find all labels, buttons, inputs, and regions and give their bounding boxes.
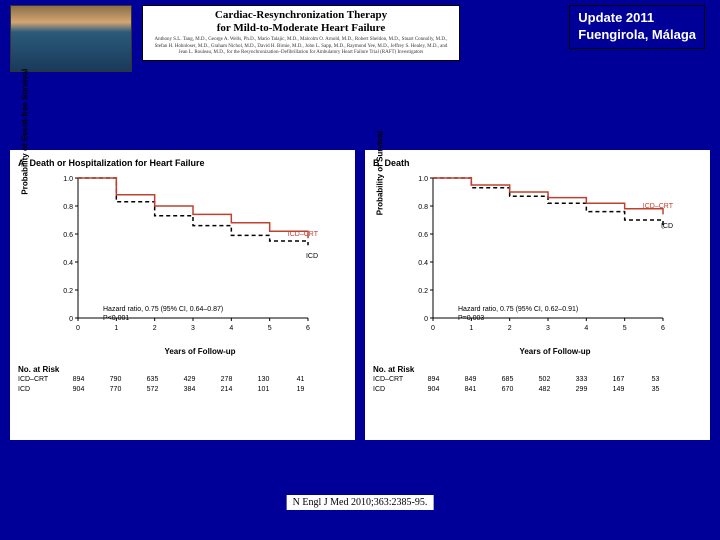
panel-a-series1-label: ICD–CRT [288,231,318,238]
panel-b-risk-table: No. at RiskICD–CRT89484968550233316753IC… [373,364,702,395]
svg-text:0.6: 0.6 [418,232,428,239]
panel-b-ylabel: Probability of Survival [376,131,385,215]
panel-b-title: B Death [373,158,702,168]
svg-text:0.4: 0.4 [418,260,428,267]
charts-row: A Death or Hospitalization for Heart Fai… [0,90,720,440]
panel-b: B Death Probability of Survival 00.20.40… [365,150,710,440]
panel-a-series2-label: ICD [306,253,318,260]
panel-a-hr: Hazard ratio, 0.75 (95% CI, 0.64–0.87) P… [103,306,223,323]
paper-title-line2: for Mild-to-Moderate Heart Failure [151,22,451,35]
svg-text:4: 4 [584,325,588,332]
svg-text:6: 6 [306,325,310,332]
panel-b-series2-label: ICD [661,223,673,230]
panel-b-p-text: P=0.003 [458,315,578,323]
svg-text:5: 5 [268,325,272,332]
update-box: Update 2011 Fuengirola, Málaga [569,5,705,49]
svg-text:0.2: 0.2 [418,288,428,295]
panel-b-hr-text: Hazard ratio, 0.75 (95% CI, 0.62–0.91) [458,306,578,314]
header-row: Cardiac-Resynchronization Therapy for Mi… [0,0,720,90]
svg-text:1.0: 1.0 [63,176,73,183]
panel-b-title-text: Death [385,158,410,168]
panel-a-risk-table: No. at RiskICD–CRT89479063542927813041IC… [18,364,347,395]
panel-b-chart: Probability of Survival 00.20.40.60.81.0… [408,173,688,333]
panel-b-xlabel: Years of Follow-up [408,347,702,356]
panel-b-series1-label: ICD–CRT [643,203,673,210]
svg-text:0.8: 0.8 [63,204,73,211]
panel-b-hr: Hazard ratio, 0.75 (95% CI, 0.62–0.91) P… [458,306,578,323]
svg-text:0.2: 0.2 [63,288,73,295]
svg-text:3: 3 [191,325,195,332]
update-line2: Fuengirola, Málaga [578,27,696,44]
update-line1: Update 2011 [578,10,696,27]
paper-authors: Anthony S.L. Tang, M.D., George A. Wells… [151,37,451,57]
svg-text:4: 4 [229,325,233,332]
svg-text:2: 2 [508,325,512,332]
panel-a: A Death or Hospitalization for Heart Fai… [10,150,355,440]
panel-a-title: A Death or Hospitalization for Heart Fai… [18,158,347,168]
svg-text:0: 0 [76,325,80,332]
panel-a-title-text: Death or Hospitalization for Heart Failu… [30,158,205,168]
svg-text:0: 0 [424,316,428,323]
svg-text:0: 0 [69,316,73,323]
svg-text:0: 0 [431,325,435,332]
title-box: Cardiac-Resynchronization Therapy for Mi… [142,5,460,61]
svg-text:0.6: 0.6 [63,232,73,239]
svg-text:6: 6 [661,325,665,332]
svg-text:5: 5 [623,325,627,332]
svg-text:0.8: 0.8 [418,204,428,211]
paper-title-line1: Cardiac-Resynchronization Therapy [151,9,451,22]
thumbnail-image [10,5,132,72]
citation: N Engl J Med 2010;363:2385-95. [287,495,434,510]
svg-text:1.0: 1.0 [418,176,428,183]
panel-a-hr-text: Hazard ratio, 0.75 (95% CI, 0.64–0.87) [103,306,223,314]
svg-text:1: 1 [469,325,473,332]
svg-text:1: 1 [114,325,118,332]
panel-a-p-text: P<0.001 [103,315,223,323]
svg-text:0.4: 0.4 [63,260,73,267]
panel-a-xlabel: Years of Follow-up [53,347,347,356]
svg-text:3: 3 [546,325,550,332]
panel-a-ylabel: Probability of Event-free Survival [21,69,30,195]
svg-text:2: 2 [153,325,157,332]
panel-a-chart: Probability of Event-free Survival 00.20… [53,173,333,333]
